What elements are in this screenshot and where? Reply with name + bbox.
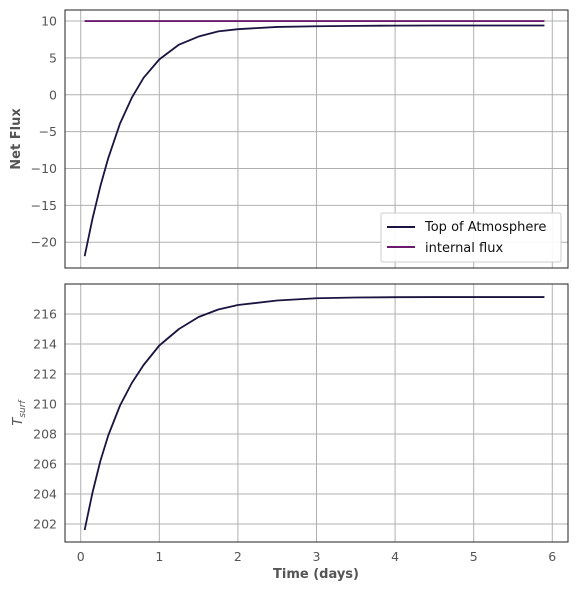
x-tick-label: 0 [77, 549, 85, 564]
x-tick-label: 4 [391, 549, 399, 564]
surface-temperature-panel: 0 1 2 3 4 5 6 202 204 206 208 210 212 214 216 Tsurf Ti… [11, 283, 569, 582]
surface-temperature-tick-labels: 0 1 2 3 4 5 6 202 204 206 208 210 212 214 216 [33, 307, 556, 565]
ylabel-subscript: surf [18, 399, 28, 418]
y-tick-label: 210 [33, 397, 57, 412]
surface-temperature-gridlines [65, 284, 568, 542]
surface-temperature-axes-frame [64, 283, 569, 543]
y-tick-label: 216 [33, 307, 57, 322]
y-tick-label: 0 [49, 87, 57, 102]
legend-label-internal-flux: internal flux [425, 241, 503, 256]
legend-label-top-of-atmosphere: Top of Atmosphere [424, 220, 546, 235]
surface-temperature-ylabel: Tsurf [11, 399, 28, 426]
y-tick-label: 5 [49, 50, 57, 65]
net-flux-tick-labels: −20 −15 −10 −5 0 5 10 [31, 14, 57, 250]
x-tick-label: 3 [313, 549, 321, 564]
y-tick-label: 206 [33, 457, 57, 472]
y-tick-label: −20 [31, 235, 57, 250]
y-tick-label: 10 [41, 14, 57, 29]
series-line-top-of-atmosphere [83, 24, 545, 257]
legend-box [380, 212, 562, 263]
net-flux-panel: −20 −15 −10 −5 0 5 10 Net Flux Top of Atmosphe… [9, 9, 569, 269]
legend: Top of Atmosphere internal flux [380, 212, 562, 263]
time-xlabel: Time (days) [273, 567, 359, 582]
net-flux-axes-frame [64, 9, 569, 269]
y-tick-label: 214 [33, 337, 57, 352]
y-tick-label: 202 [33, 517, 57, 532]
y-tick-label: −15 [31, 198, 57, 213]
x-tick-label: 6 [548, 549, 556, 564]
y-tick-label: −10 [31, 161, 57, 176]
y-tick-label: 204 [33, 487, 57, 502]
series-line-surface-temperature [83, 296, 545, 531]
x-tick-label: 5 [470, 549, 478, 564]
y-tick-label: 208 [33, 427, 57, 442]
x-tick-label: 2 [234, 549, 242, 564]
surface-temperature-series [83, 296, 545, 531]
net-flux-ylabel: Net Flux [9, 108, 24, 170]
net-flux-series [83, 20, 545, 257]
ylabel-main: T [11, 417, 26, 426]
x-tick-label: 1 [155, 549, 163, 564]
y-tick-label: −5 [39, 124, 57, 139]
y-tick-label: 212 [33, 367, 57, 382]
